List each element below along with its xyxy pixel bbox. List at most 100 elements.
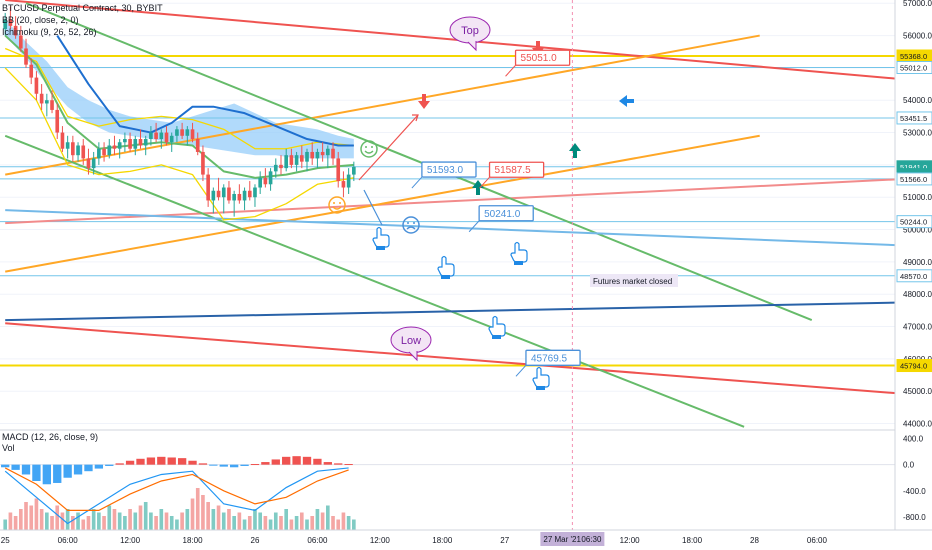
volume-bar: [211, 509, 216, 530]
candle-body: [227, 187, 231, 201]
volume-bar: [273, 512, 278, 530]
volume-bar: [149, 512, 153, 530]
teal-arrow-up-icon[interactable]: [472, 180, 484, 195]
price-badge: [896, 215, 932, 229]
red-arrow-down-icon[interactable]: [418, 94, 430, 109]
candle-body: [195, 139, 200, 152]
candle-body: [211, 190, 216, 201]
macd-histogram-bar: [157, 456, 166, 465]
indicator-lines: [4, 34, 354, 221]
time-tick-label: 12:00: [370, 536, 391, 545]
time-cursor-label: 27 Mar '21 06:30: [540, 532, 605, 546]
price-badge-label: 55012.0: [900, 64, 927, 73]
macd-histogram-bar: [125, 460, 135, 465]
happy-face-icon-mouth: [364, 150, 374, 154]
trend-line-red-light[interactable]: [5, 175, 932, 225]
vol-legend[interactable]: Vol: [2, 443, 15, 453]
pointing-hand-icon: [437, 255, 455, 277]
symbol-legend[interactable]: BTCUSD Perpetual Contract, 30, BYBIT: [2, 3, 163, 13]
candle-body: [112, 145, 117, 149]
volume-bar: [76, 512, 80, 530]
candle-body: [206, 174, 210, 201]
price-tag-box[interactable]: [488, 161, 545, 178]
time-tick-label: 25: [1, 536, 10, 545]
ichimoku-legend[interactable]: Ichimoku (9, 26, 52, 26): [2, 27, 97, 37]
trend-line-navy[interactable]: [5, 300, 932, 322]
macd-legend[interactable]: MACD (12, 26, close, 9): [2, 432, 98, 442]
trend-line-orange-upper[interactable]: [5, 34, 760, 176]
sad-face-icon-eye: [407, 222, 409, 224]
price-badge-label: 53451.5: [900, 114, 927, 123]
trend-line-blue-light[interactable]: [5, 209, 932, 249]
candle-body: [341, 181, 346, 188]
time-tick-label: 27: [500, 536, 509, 545]
price-tag-label: 51587.5: [495, 165, 532, 176]
red-arrow-down-icon[interactable]: [532, 41, 544, 56]
volume-bar: [341, 512, 346, 530]
candle-body: [107, 145, 112, 156]
volume-bar: [97, 512, 101, 530]
candle-body: [128, 139, 132, 149]
pointing-hand-icon-cuff: [441, 275, 450, 279]
trend-line-orange-lower[interactable]: [5, 134, 760, 273]
drawings-layer[interactable]: Top Low Futures market closed: [328, 16, 678, 390]
neutral-face-icon-mouth: [332, 206, 342, 210]
volume-bar: [237, 512, 242, 530]
price-badge: [896, 359, 932, 373]
volume-bar: [123, 516, 127, 530]
price-tick-label: 48000.0: [903, 290, 932, 299]
candle-body: [81, 145, 86, 159]
bb-legend[interactable]: BB (20, close, 2, 0): [2, 15, 79, 25]
candle-body: [299, 155, 304, 162]
candle-body: [289, 155, 294, 165]
price-badge-label: 51941.0: [900, 163, 927, 172]
volume-bar: [34, 498, 39, 530]
price-axis[interactable]: [895, 0, 932, 530]
pointing-hand-icon-cuff: [536, 386, 545, 390]
trend-line-red-lower[interactable]: [5, 322, 932, 401]
pointing-hand-icon-cuff: [492, 335, 501, 339]
price-tag-box[interactable]: [478, 205, 534, 222]
candle-body: [164, 132, 169, 143]
candle-body: [71, 142, 75, 156]
trend-line-green-lower[interactable]: [4, 134, 745, 428]
blue-arrow-left-icon[interactable]: [619, 95, 634, 107]
volume-bar: [320, 512, 325, 530]
time-tick-label: 06:00: [307, 536, 328, 545]
candle-body: [34, 77, 39, 94]
time-tick-label: 18:00: [183, 536, 204, 545]
price-tick-label: 54000.0: [903, 96, 932, 105]
price-tag-box[interactable]: [525, 349, 581, 366]
macd-histogram-bar: [115, 463, 124, 465]
volume-bar: [8, 512, 13, 530]
trend-line-red-upper[interactable]: [5, 0, 932, 87]
candle-body: [221, 187, 226, 198]
volume-bar: [18, 509, 23, 530]
price-badge-label: 50244.0: [900, 218, 927, 227]
trend-line-green-upper[interactable]: [25, 2, 813, 322]
volume-bar: [175, 519, 179, 530]
volume-bar: [227, 509, 231, 530]
macd-axis-ticks: 400.0 0.0 -400.0 -800.0: [903, 435, 926, 522]
pointing-hand-icon-cuff: [376, 246, 385, 250]
price-tag-box[interactable]: [421, 161, 477, 178]
price-tick-label: 56000.0: [903, 32, 932, 41]
pointing-hand-icon: [372, 226, 390, 248]
price-badge-label: 45794.0: [900, 362, 927, 371]
volume-bar: [3, 519, 8, 530]
price-tag-label: 55051.0: [521, 53, 558, 64]
candle-body: [247, 190, 252, 198]
volume-bar: [13, 516, 18, 530]
candle-body: [60, 132, 65, 149]
price-tags[interactable]: 55051.0 51593.0 51587.5 50241.0 45769.5: [411, 49, 581, 377]
volume-bar: [242, 519, 247, 530]
price-tag-box[interactable]: [514, 49, 571, 66]
teal-arrow-up-icon[interactable]: [569, 143, 581, 158]
volume-bar: [315, 509, 320, 530]
volume-bar: [112, 509, 117, 530]
candle-body: [175, 129, 179, 136]
time-axis[interactable]: [0, 530, 932, 550]
macd-histogram-bar: [292, 456, 301, 465]
trend-lines[interactable]: [4, 0, 932, 428]
